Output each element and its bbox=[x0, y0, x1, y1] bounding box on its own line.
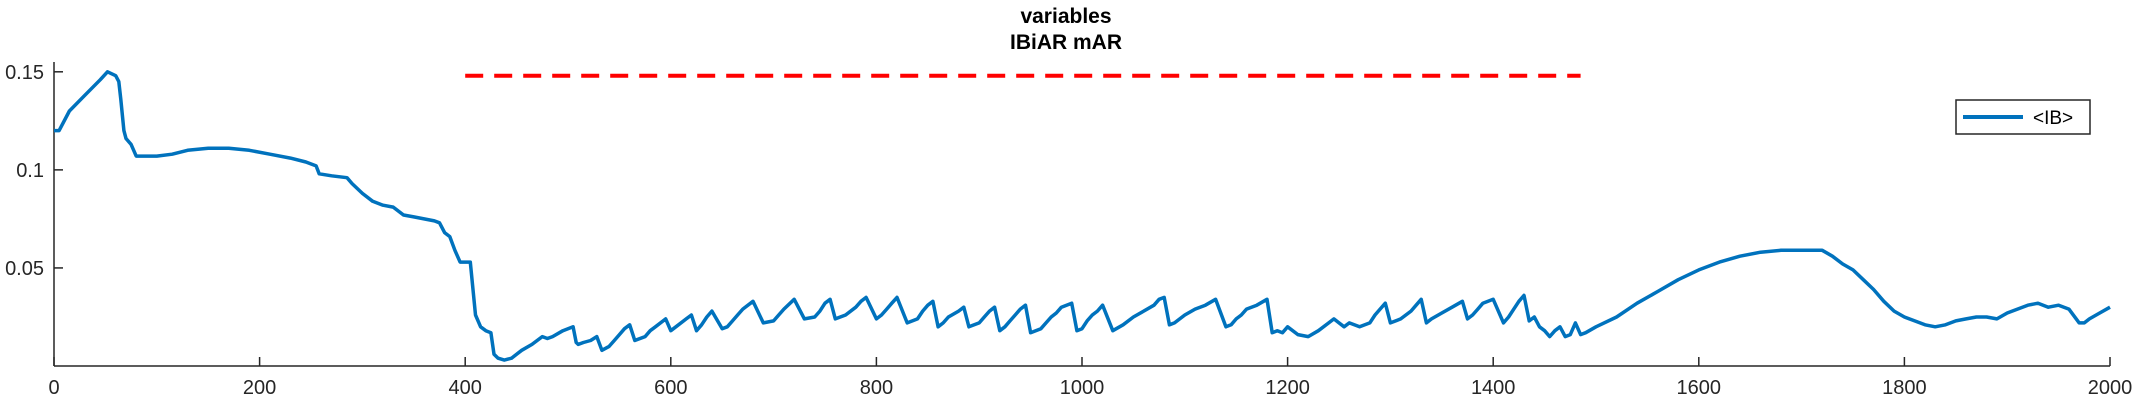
legend-label-ib: <IB> bbox=[2033, 108, 2073, 129]
x-tick-label: 200 bbox=[243, 377, 276, 399]
y-tick-label: 0.05 bbox=[5, 258, 44, 280]
axes: 0 200 400 600 800 1000 1200 1400 1600 1800 2000 0.0… bbox=[5, 62, 2132, 399]
y-tick-label: 0.15 bbox=[5, 62, 44, 84]
x-tick-label: 1800 bbox=[1882, 377, 1927, 399]
y-tick-label: 0.1 bbox=[16, 160, 44, 182]
x-tick-label: 0 bbox=[48, 377, 59, 399]
x-tick-label: 1200 bbox=[1265, 377, 1310, 399]
x-tick-label: 1400 bbox=[1471, 377, 1516, 399]
chart-title-line-1: variables bbox=[1020, 5, 1111, 28]
legend: <IB> bbox=[1955, 99, 2091, 135]
x-tick-label: 600 bbox=[654, 377, 687, 399]
series-layer bbox=[54, 70, 2111, 362]
x-tick-label: 400 bbox=[449, 377, 482, 399]
x-tick-label: 1000 bbox=[1060, 377, 1105, 399]
x-tick-label: 800 bbox=[860, 377, 893, 399]
series-line-ib bbox=[54, 70, 2111, 362]
x-tick-label: 2000 bbox=[2088, 377, 2133, 399]
x-tick-label: 1600 bbox=[1677, 377, 1722, 399]
chart-title-line-2: IBiAR mAR bbox=[1010, 31, 1122, 54]
